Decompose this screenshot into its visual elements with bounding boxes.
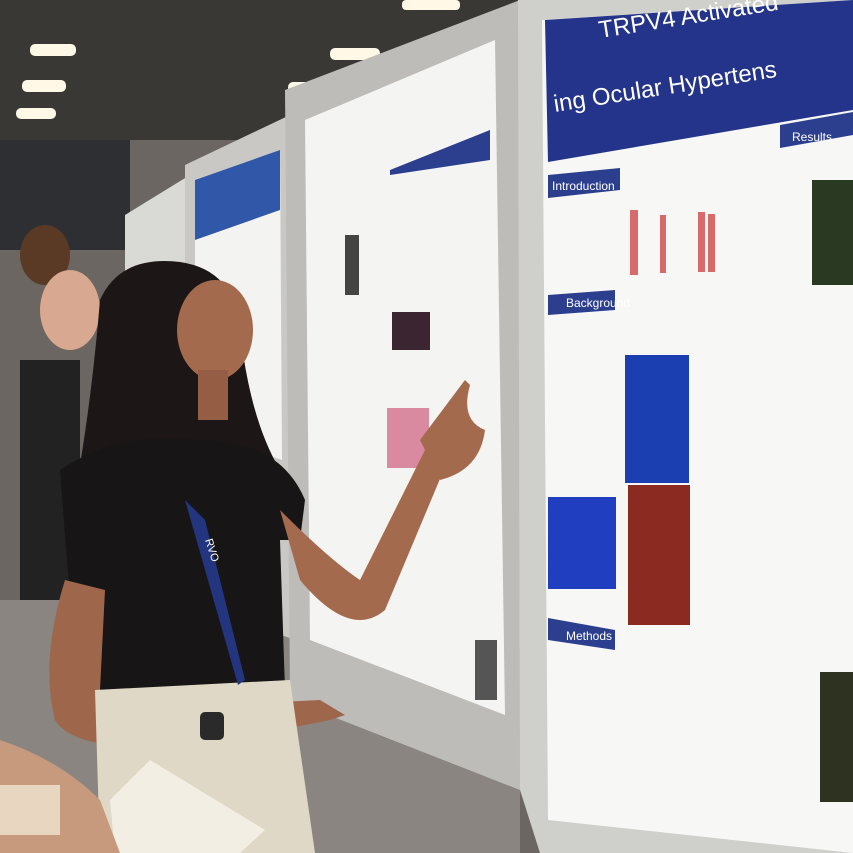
window-wall bbox=[0, 140, 130, 250]
section-heading: Methods bbox=[566, 629, 612, 643]
section-band bbox=[548, 618, 615, 650]
poster-figure bbox=[345, 235, 359, 295]
notebook bbox=[110, 760, 265, 853]
poster bbox=[305, 40, 505, 715]
ceiling-light bbox=[402, 0, 460, 10]
neck bbox=[198, 370, 228, 420]
poster-header bbox=[545, 0, 853, 162]
section-band bbox=[548, 290, 615, 315]
section-heading: Introduction bbox=[552, 179, 615, 193]
watch bbox=[200, 712, 224, 740]
arm bbox=[280, 440, 450, 620]
section-heading: Results bbox=[792, 130, 832, 144]
poster-header bbox=[390, 130, 490, 175]
poster-figure bbox=[630, 210, 638, 275]
poster-figure bbox=[812, 180, 853, 285]
lanyard bbox=[185, 500, 245, 685]
poster-figure bbox=[628, 485, 690, 625]
ceiling-light bbox=[30, 44, 76, 56]
ceiling-light bbox=[22, 80, 66, 92]
section-band bbox=[780, 112, 853, 148]
qr-code bbox=[475, 640, 497, 700]
poster-figure bbox=[820, 672, 853, 802]
hand bbox=[420, 380, 485, 480]
foreground-sleeve bbox=[0, 785, 60, 835]
poster-figure bbox=[708, 214, 715, 272]
poster-header bbox=[195, 150, 280, 240]
person-background bbox=[20, 225, 70, 285]
person-background bbox=[40, 270, 100, 350]
shirt bbox=[60, 438, 305, 700]
poster bbox=[542, 0, 853, 853]
section-band bbox=[548, 168, 620, 198]
poster-figure bbox=[698, 212, 705, 272]
poster-figure bbox=[548, 497, 616, 589]
poster-figure bbox=[625, 355, 689, 483]
face bbox=[177, 280, 253, 380]
ceiling-light bbox=[16, 108, 56, 119]
poster-figure bbox=[660, 215, 666, 273]
section-heading: Background bbox=[566, 296, 630, 310]
ceiling-light bbox=[330, 48, 380, 60]
poster-figure bbox=[392, 312, 430, 350]
